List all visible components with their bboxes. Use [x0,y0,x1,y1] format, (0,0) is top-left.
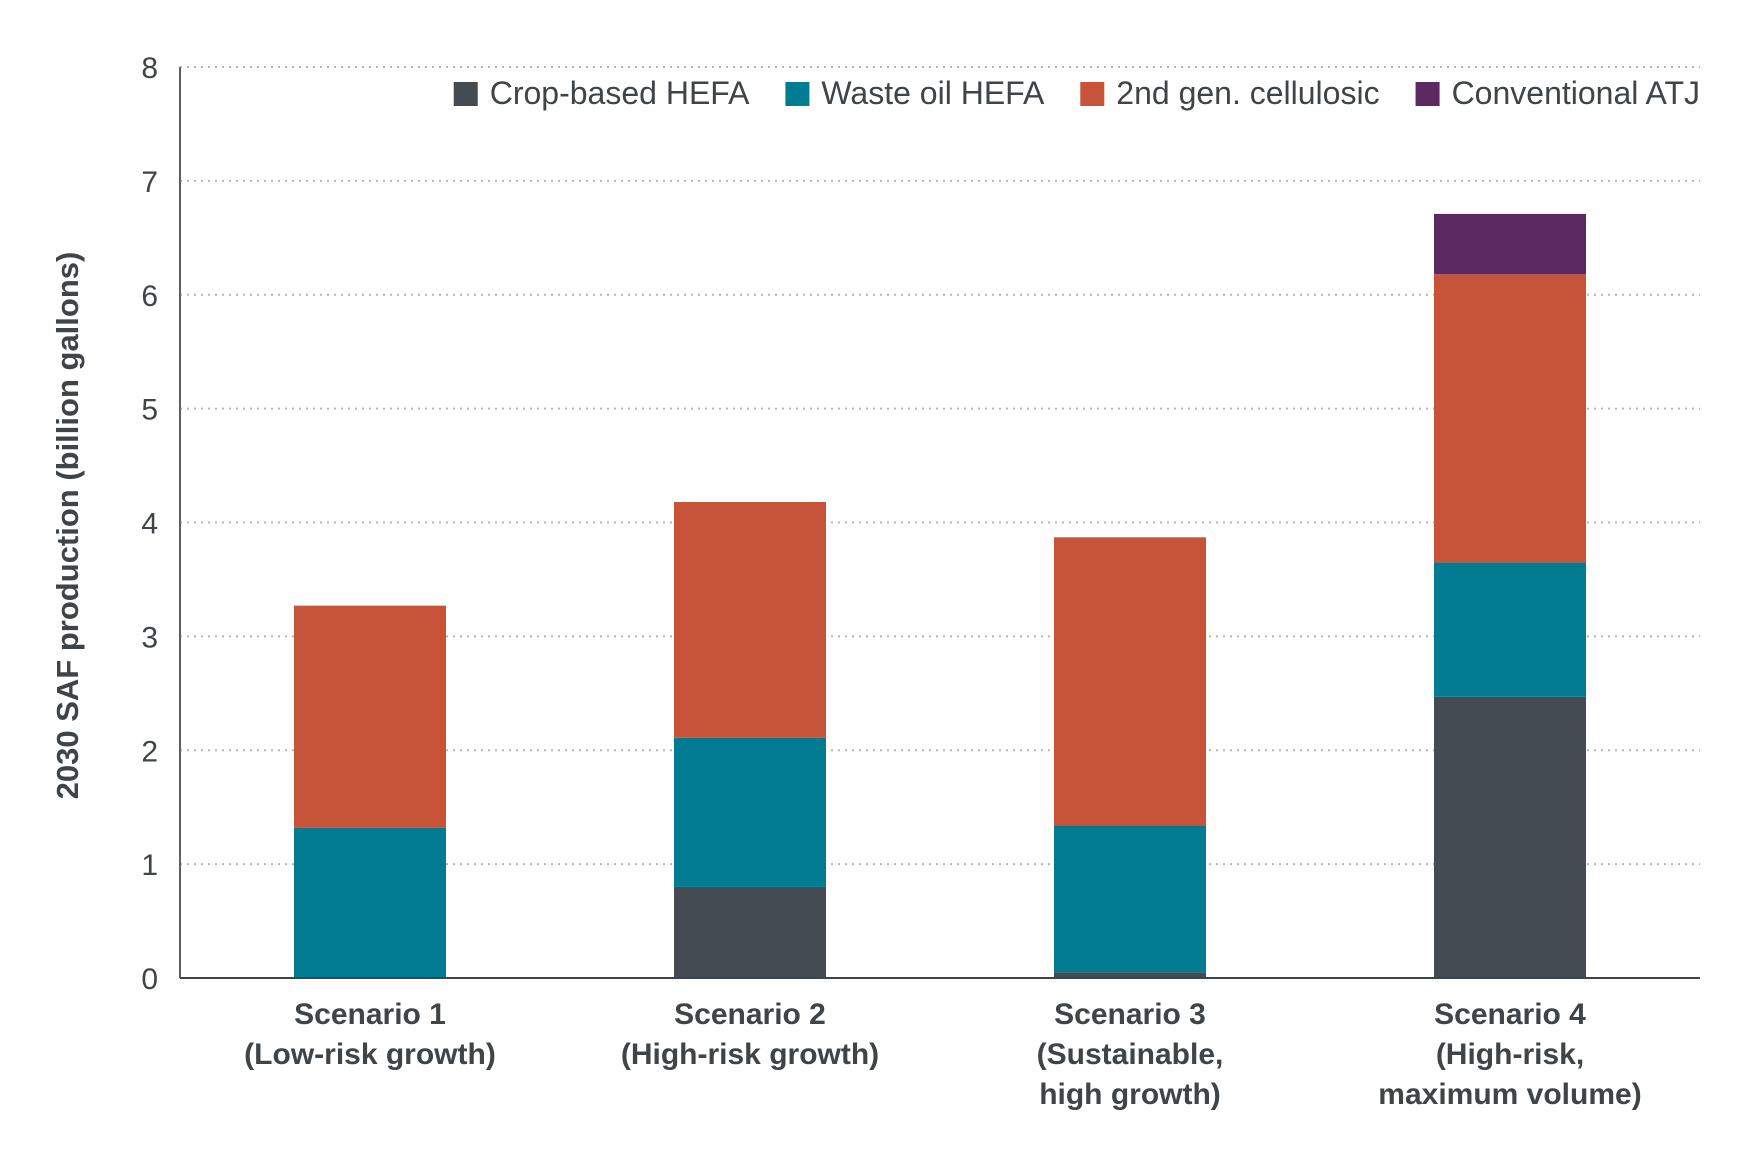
legend: Crop-based HEFA Waste oil HEFA 2nd gen. ce… [453,75,1700,111]
x-category-label-line: (High-risk, [1436,1038,1584,1071]
legend-item: 2nd gen. cellulosic [1080,75,1380,111]
bar-segment-conventional-atj [1434,213,1586,275]
y-tick-label: 4 [141,508,158,541]
legend-swatch [1080,82,1105,106]
legend-label: Waste oil HEFA [821,75,1045,111]
y-tick-label: 5 [141,394,158,427]
y-tick-labels: 0 1 2 3 4 5 6 7 8 [141,52,158,996]
bar-segment-2nd-gen-cellulosic [294,605,446,828]
x-category-labels: Scenario 1 (Low-risk growth) Scenario 2 (Hi… [244,998,1642,1111]
x-category-label: Scenario 4 (High-risk, maximum volume) [1378,998,1641,1111]
bar-segment-crop-based-hefa [674,886,826,978]
legend-item: Conventional ATJ [1415,75,1700,111]
bar-segment-2nd-gen-cellulosic [1434,274,1586,563]
legend-label: 2nd gen. cellulosic [1116,75,1379,111]
legend-swatch [453,82,478,106]
y-tick-label: 1 [141,849,158,882]
x-category-label-line: Scenario 1 [294,998,446,1031]
x-category-label: Scenario 2 (High-risk growth) [621,998,879,1071]
x-category-label-line: Scenario 2 [674,998,826,1031]
bar-segment-2nd-gen-cellulosic [674,502,826,738]
legend-swatch [1415,82,1440,106]
legend-label: Conventional ATJ [1452,75,1700,111]
legend-label: Crop-based HEFA [490,75,750,111]
bar-segment-waste-oil-hefa [1054,825,1206,973]
legend-item: Waste oil HEFA [785,75,1045,111]
y-tick-label: 2 [141,735,158,768]
y-tick-label: 6 [141,280,158,313]
bar-segment-waste-oil-hefa [294,827,446,978]
x-category-label-line: (Low-risk growth) [244,1038,496,1071]
y-tick-label: 3 [141,621,158,654]
bar-segment-waste-oil-hefa [674,737,826,887]
x-category-label-line: (Sustainable, [1037,1038,1224,1071]
y-axis-title: 2030 SAF production (billion gallons) [50,252,85,800]
x-category-label-line: maximum volume) [1378,1078,1641,1111]
x-category-label-line: high growth) [1039,1078,1221,1111]
bar-segment-2nd-gen-cellulosic [1054,537,1206,826]
bar-segment-waste-oil-hefa [1434,562,1586,697]
y-tick-label: 7 [141,166,158,199]
y-tick-label: 0 [141,963,158,996]
x-category-label-line: (High-risk growth) [621,1038,879,1071]
x-category-label: Scenario 1 (Low-risk growth) [244,998,496,1071]
legend-item: Crop-based HEFA [453,75,750,111]
bar-segment-crop-based-hefa [1054,972,1206,978]
bars [294,213,1586,978]
legend-swatch [785,82,810,106]
y-tick-label: 8 [141,52,158,85]
x-category-label-line: Scenario 4 [1434,998,1586,1031]
x-category-label: Scenario 3 (Sustainable, high growth) [1037,998,1224,1111]
bar-segment-crop-based-hefa [1434,696,1586,978]
axes [179,67,1700,979]
x-category-label-line: Scenario 3 [1054,998,1206,1031]
